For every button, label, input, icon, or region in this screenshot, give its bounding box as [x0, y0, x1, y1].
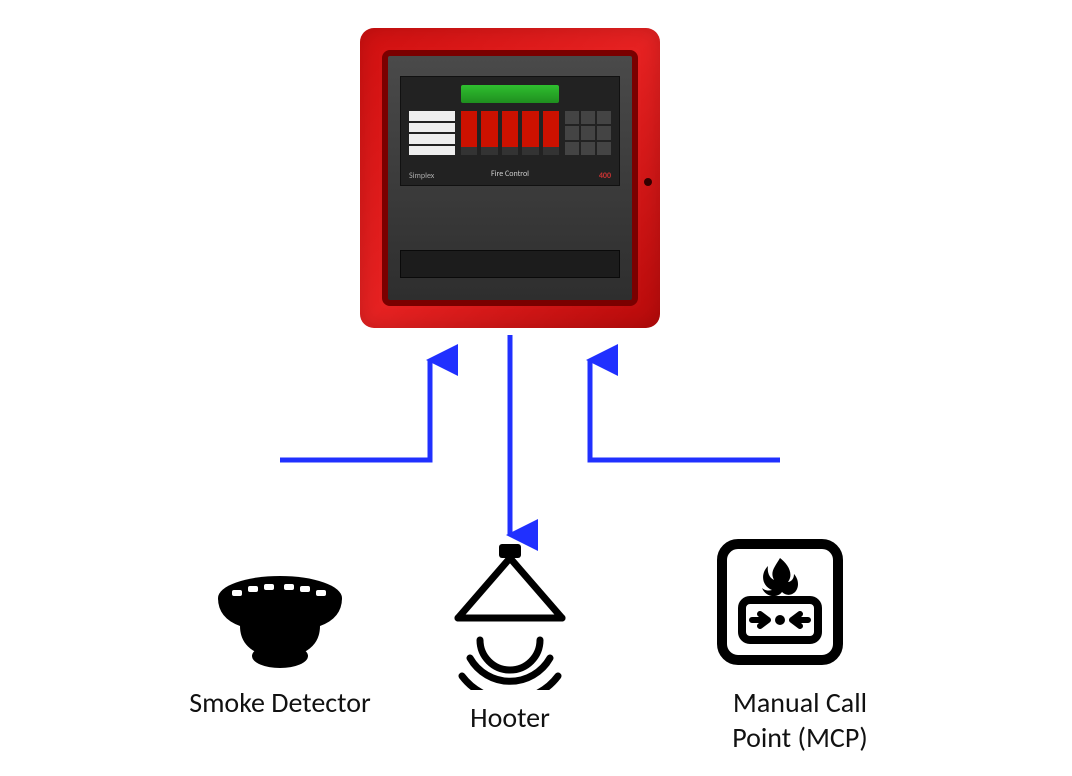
lcd-display [461, 85, 559, 103]
panel-model: 400 [599, 171, 611, 181]
panel-lower-strip [400, 250, 620, 278]
keypad [565, 111, 611, 155]
smoke-detector-icon [200, 560, 360, 680]
control-module: Simplex Fire Control 400 [400, 76, 620, 186]
status-indicators [409, 111, 455, 155]
mcp-icon [716, 538, 844, 666]
hooter-label: Hooter [425, 700, 595, 735]
fire-control-panel: Simplex Fire Control 400 [360, 28, 660, 328]
alarm-buttons [461, 111, 559, 155]
arrow-smoke [280, 360, 430, 460]
smoke-detector-label: Smoke Detector [140, 685, 420, 720]
panel-center-text: Fire Control [491, 169, 529, 179]
panel-window: Simplex Fire Control 400 [382, 50, 638, 306]
fire-alarm-diagram: Simplex Fire Control 400 [0, 0, 1072, 776]
mcp-label: Manual Call Point (MCP) [670, 685, 930, 755]
arrow-mcp [590, 360, 780, 460]
hooter-icon [440, 540, 580, 690]
